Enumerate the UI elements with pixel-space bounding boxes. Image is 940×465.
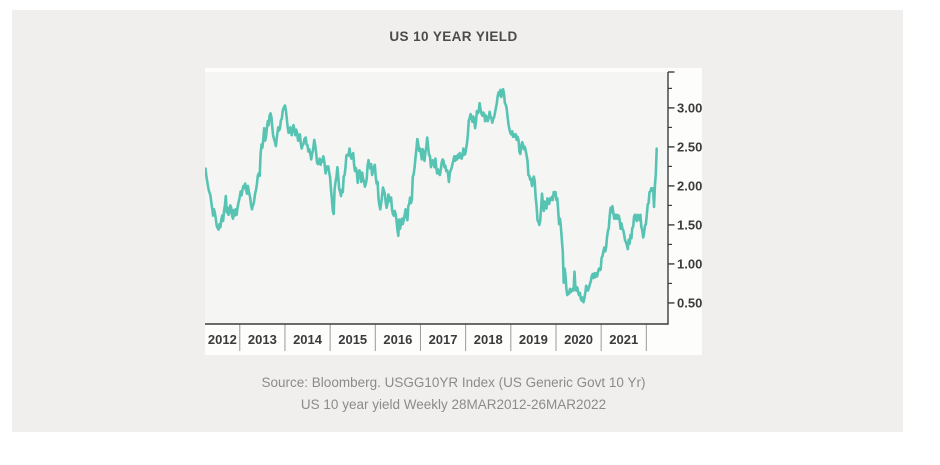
page-title: US 10 YEAR YIELD (389, 29, 518, 44)
y-axis-tick-label: 2.50 (677, 139, 702, 154)
x-axis-year-label: 2019 (519, 332, 548, 347)
x-axis-year-label: 2016 (383, 332, 412, 347)
source-line-2: US 10 year yield Weekly 28MAR2012-26MAR2… (300, 397, 607, 412)
x-axis-year-label: 2015 (338, 332, 367, 347)
y-axis-tick-label: 1.50 (677, 217, 702, 232)
y-axis-tick-label: 1.00 (677, 256, 702, 271)
axis-line (205, 72, 669, 325)
chart-figure: 0.50 1.00 1.50 2.00 2.50 3.00 2012 2013 2014 2015… (205, 68, 702, 355)
y-axis-tick-label: 2.00 (677, 178, 702, 193)
x-axis-year-label: 2018 (474, 332, 503, 347)
source-line-1: Source: Bloomberg. USGG10YR Index (US Ge… (261, 375, 646, 390)
y-axis-tick-label: 3.00 (677, 100, 702, 115)
plot-area (205, 72, 668, 324)
x-axis-year-label: 2017 (429, 332, 458, 347)
yield-line-chart: 0.50 1.00 1.50 2.00 2.50 3.00 2012 2013 2014 2015… (205, 71, 702, 351)
x-axis-year-label: 2012 (208, 332, 237, 347)
x-axis-year-label: 2014 (293, 332, 323, 347)
y-axis-tick-label: 0.50 (677, 295, 702, 310)
x-axis-year-label: 2013 (248, 332, 277, 347)
x-axis-year-label: 2021 (609, 332, 638, 347)
source-caption: Source: Bloomberg. USGG10YR Index (US Ge… (155, 372, 752, 416)
x-axis-year-label: 2020 (564, 332, 593, 347)
yield-line (205, 87, 659, 304)
